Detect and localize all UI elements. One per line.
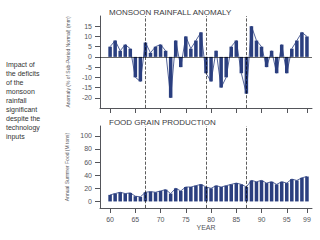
- svg-text:FOOD GRAIN PRODUCTION: FOOD GRAIN PRODUCTION: [109, 118, 216, 127]
- svg-text:10: 10: [84, 33, 92, 40]
- svg-text:85: 85: [232, 216, 240, 223]
- svg-text:20: 20: [84, 185, 92, 192]
- svg-text:-15: -15: [82, 84, 92, 91]
- svg-text:-10: -10: [82, 74, 92, 81]
- svg-text:monsoon: monsoon: [6, 88, 35, 95]
- svg-text:significant: significant: [6, 106, 37, 114]
- svg-text:Impact of: Impact of: [6, 61, 35, 69]
- svg-text:inputs: inputs: [6, 133, 25, 141]
- svg-text:40: 40: [84, 172, 92, 179]
- svg-text:95: 95: [283, 216, 291, 223]
- svg-text:0: 0: [88, 53, 92, 60]
- svg-text:of the: of the: [6, 79, 24, 86]
- svg-text:70: 70: [157, 216, 165, 223]
- svg-text:75: 75: [182, 216, 190, 223]
- svg-text:80: 80: [84, 145, 92, 152]
- svg-text:60: 60: [84, 159, 92, 166]
- svg-text:0: 0: [88, 198, 92, 205]
- svg-text:MONSOON RAINFALL ANOMALY: MONSOON RAINFALL ANOMALY: [109, 8, 232, 17]
- svg-text:Annual Summer Food (M tons): Annual Summer Food (M tons): [64, 132, 70, 201]
- svg-text:technology: technology: [6, 124, 40, 132]
- svg-text:90: 90: [258, 216, 266, 223]
- svg-text:the deficits: the deficits: [6, 70, 40, 77]
- svg-text:15: 15: [84, 23, 92, 30]
- svg-text:5: 5: [88, 43, 92, 50]
- svg-text:Anomaly (% of Sub-Period Norma: Anomaly (% of Sub-Period Normal) (mm): [65, 16, 71, 107]
- svg-text:-5: -5: [86, 64, 92, 71]
- svg-text:YEAR: YEAR: [196, 224, 215, 231]
- svg-text:rainfall: rainfall: [6, 97, 27, 104]
- svg-text:99: 99: [303, 216, 311, 223]
- svg-text:80: 80: [207, 216, 215, 223]
- svg-text:60: 60: [106, 216, 114, 223]
- svg-text:despite the: despite the: [6, 115, 40, 123]
- svg-text:100: 100: [80, 132, 92, 139]
- svg-text:65: 65: [131, 216, 139, 223]
- svg-text:-20: -20: [82, 94, 92, 101]
